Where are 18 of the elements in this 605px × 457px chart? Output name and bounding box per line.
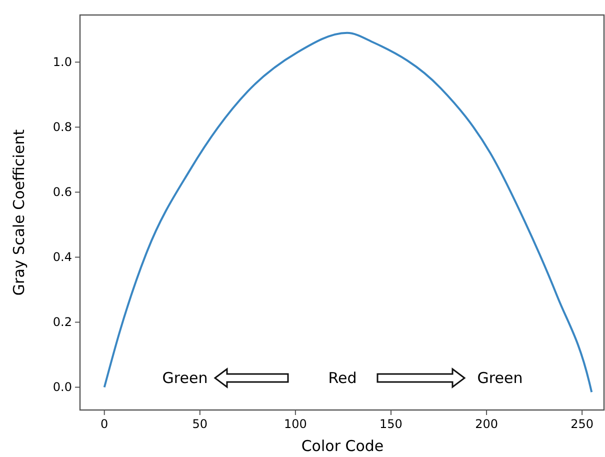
y-tick-label: 0.4 [52,250,72,264]
x-tick-label: 50 [192,417,208,431]
annotation: Green [162,369,208,387]
y-tick-label: 0.6 [52,185,72,200]
annotation: Green [477,369,523,387]
x-axis-title: Color Code [301,437,384,455]
y-tick-label: 1.0 [52,55,72,70]
x-tick-label: 100 [284,417,307,431]
y-tick-label: 0.8 [52,120,72,134]
x-tick-label: 200 [475,417,498,431]
x-tick-label: 250 [570,417,594,431]
y-axis-title: Gray Scale Coefficient [10,129,28,296]
x-tick-label: 150 [380,417,402,431]
y-tick-label: 0.2 [52,315,72,330]
line-series [103,32,593,394]
x-tick-label: 0 [100,417,108,431]
annotation: Red [328,369,357,387]
y-tick-label: 0.0 [52,380,72,394]
